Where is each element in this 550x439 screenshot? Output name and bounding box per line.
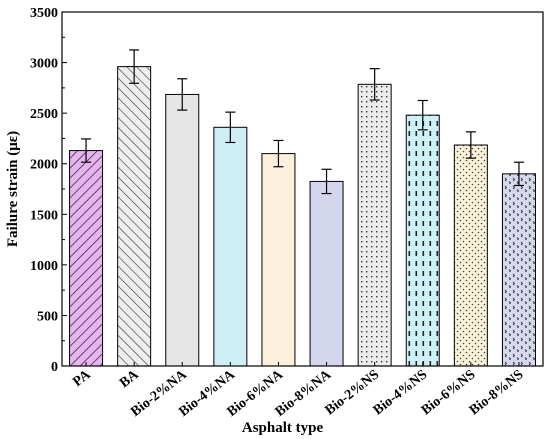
y-tick-label: 2000: [30, 158, 58, 173]
bar-bio-6-na: [261, 153, 296, 367]
y-tick-label: 1000: [30, 259, 58, 274]
error-bar: [273, 139, 284, 168]
error-bar: [81, 138, 92, 163]
error-bar: [129, 49, 140, 84]
bars: [69, 66, 536, 367]
error-bar: [465, 131, 476, 159]
error-bar: [417, 99, 428, 131]
y-tick-label: 3000: [30, 57, 58, 72]
bar-bio-6-ns: [453, 144, 488, 367]
y-tick-label: 1500: [30, 208, 58, 223]
plot-area-frame: [61, 11, 544, 367]
error-bars: [81, 49, 524, 195]
bar-ba: [117, 66, 152, 367]
bar-bio-8-na: [309, 180, 344, 367]
x-tick-label: Bio-8%NS: [467, 367, 527, 418]
y-tick-label: 3500: [30, 6, 58, 21]
error-bar: [225, 111, 236, 144]
error-bar: [321, 168, 332, 195]
y-tick-label: 2500: [30, 107, 58, 122]
error-bar: [513, 161, 524, 187]
error-bar: [369, 68, 380, 101]
x-tick-label: BA: [117, 367, 142, 391]
bar-bio-2-ns: [357, 83, 392, 367]
bar-bio-4-ns: [405, 114, 440, 367]
y-tick-label: 0: [51, 360, 58, 375]
y-tick-label: 500: [37, 309, 58, 324]
y-axis-title: Failure strain (με): [5, 131, 21, 247]
bar-bio-8-ns: [501, 173, 536, 367]
y-axis-ticks: 0 500 1000 1500 2000 2500 3000 3500: [30, 6, 67, 375]
x-tick-label: PA: [70, 367, 94, 390]
x-axis-ticks: PA BABio-2%NABio-4%NABio-6%NABio-8%NABio-…: [70, 362, 527, 420]
error-bar: [177, 78, 188, 111]
bar-pa: [69, 150, 104, 367]
bar-bio-4-na: [213, 126, 248, 367]
x-axis-title: Asphalt type: [242, 420, 324, 436]
bar-bio-2-na: [165, 93, 200, 367]
